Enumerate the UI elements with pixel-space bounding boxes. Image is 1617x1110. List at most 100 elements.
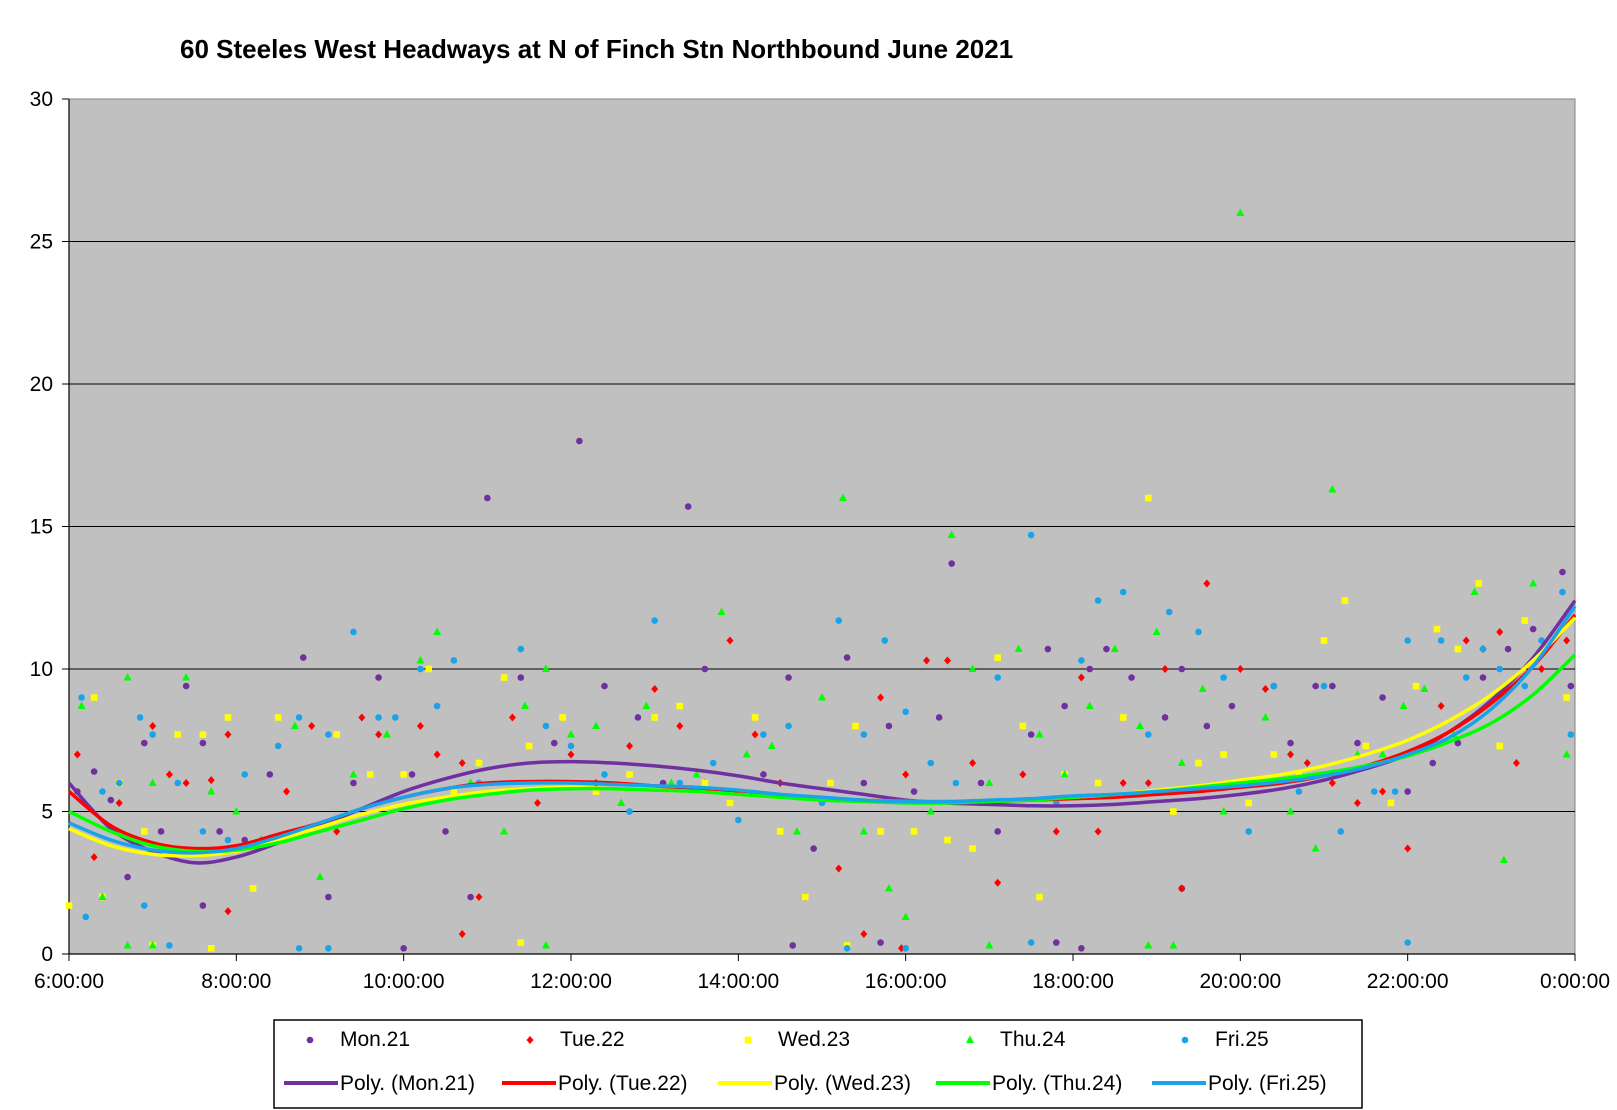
point <box>1295 788 1303 795</box>
point <box>325 945 332 952</box>
point <box>760 771 767 778</box>
trendline-Thu.24 <box>68 653 1577 854</box>
point <box>508 713 516 722</box>
point <box>433 750 441 759</box>
point <box>299 654 307 661</box>
point <box>1320 637 1328 644</box>
point <box>1462 636 1470 645</box>
point <box>1094 779 1102 787</box>
point <box>1195 628 1202 636</box>
point <box>1563 694 1570 701</box>
point <box>1429 759 1437 767</box>
point <box>274 742 282 750</box>
point <box>852 722 859 730</box>
x-tick-label: 16:00:00 <box>865 970 947 993</box>
legend-label-Fri.25: Fri.25 <box>1215 1028 1269 1051</box>
point <box>902 945 909 952</box>
point <box>1353 798 1361 807</box>
point <box>709 759 717 767</box>
point <box>375 714 382 721</box>
point <box>148 940 157 949</box>
point <box>1027 531 1035 539</box>
point <box>207 776 215 785</box>
point <box>1562 750 1571 758</box>
point <box>1437 702 1445 711</box>
point <box>902 708 909 716</box>
point <box>274 714 282 721</box>
point <box>735 816 742 824</box>
point <box>266 771 274 778</box>
point <box>626 808 633 815</box>
point <box>1378 750 1387 758</box>
point <box>1563 636 1571 645</box>
point <box>1078 945 1085 952</box>
point <box>1538 665 1546 673</box>
point <box>1027 731 1035 738</box>
point <box>634 714 642 721</box>
point <box>241 771 248 778</box>
point <box>742 750 751 758</box>
point <box>1085 701 1094 710</box>
chart-title: 60 Steeles West Headways at N of Finch S… <box>180 34 1013 64</box>
point <box>994 878 1002 887</box>
point <box>115 798 123 807</box>
point <box>944 656 951 665</box>
point <box>818 693 826 701</box>
point <box>517 645 525 653</box>
point <box>884 883 893 892</box>
point <box>1027 939 1035 946</box>
point <box>1236 208 1245 216</box>
point <box>1219 807 1228 815</box>
point <box>1061 702 1068 710</box>
point <box>216 828 223 835</box>
point <box>182 779 190 787</box>
point <box>1094 827 1102 836</box>
point <box>1036 893 1043 901</box>
point <box>1320 682 1328 690</box>
point <box>1311 844 1320 852</box>
point <box>592 721 601 729</box>
point <box>676 702 684 710</box>
point <box>1203 579 1211 588</box>
point <box>1236 665 1244 673</box>
point <box>651 714 658 721</box>
point <box>283 787 291 796</box>
legend-box <box>273 1019 1363 1109</box>
point <box>541 940 550 949</box>
point <box>517 674 525 681</box>
point <box>1128 674 1135 681</box>
y-tick-label: 0 <box>41 943 53 966</box>
legend-label-Thu.24: Thu.24 <box>1000 1028 1066 1051</box>
point <box>1404 844 1412 853</box>
point <box>676 722 684 730</box>
point <box>1404 637 1411 644</box>
point <box>692 769 701 778</box>
point <box>776 828 784 835</box>
point <box>1496 627 1504 636</box>
point <box>1433 625 1441 633</box>
point <box>1035 730 1044 738</box>
point <box>701 665 709 673</box>
point <box>1337 828 1345 835</box>
point <box>785 722 792 730</box>
point <box>73 750 81 759</box>
legend-label-Tue.22: Tue.22 <box>560 1028 625 1051</box>
point <box>1270 682 1278 690</box>
point <box>124 873 131 881</box>
point <box>1145 731 1152 738</box>
point <box>1287 739 1294 747</box>
point <box>1404 939 1411 946</box>
point <box>576 437 583 445</box>
point <box>952 779 960 787</box>
y-tick-label: 25 <box>30 231 53 254</box>
point <box>1437 637 1445 644</box>
point <box>1119 588 1127 596</box>
point <box>141 902 148 909</box>
point <box>1295 771 1303 778</box>
point <box>985 940 994 949</box>
legend-marker-Thu.24 <box>966 1035 974 1043</box>
point <box>442 828 449 835</box>
point <box>760 731 767 738</box>
point <box>99 788 106 795</box>
